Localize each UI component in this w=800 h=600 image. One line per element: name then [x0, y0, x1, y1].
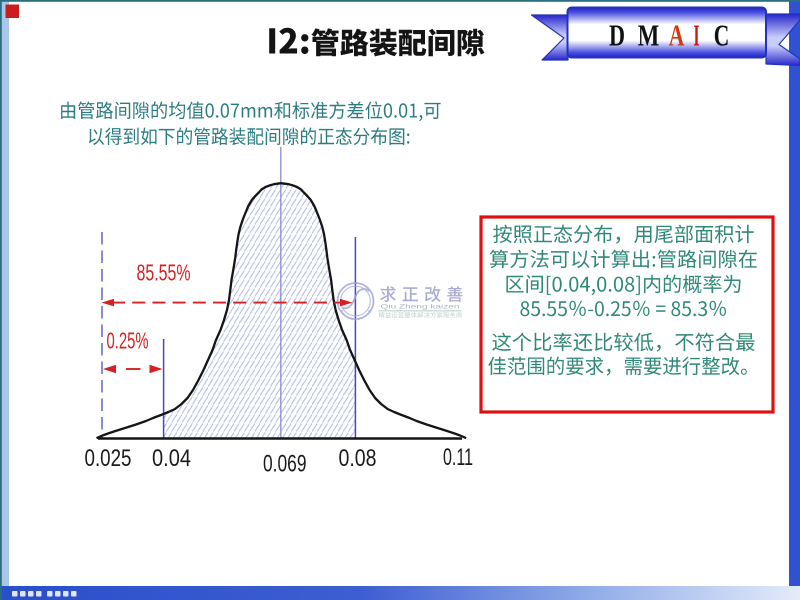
svg-text:I: I	[694, 19, 700, 53]
svg-text:M: M	[638, 19, 660, 53]
svg-text:0.11: 0.11	[443, 444, 473, 471]
svg-text:C: C	[714, 19, 730, 53]
svg-text:85.55%: 85.55%	[137, 260, 191, 286]
svg-text:A: A	[669, 19, 685, 53]
svg-text:0.25%: 0.25%	[107, 328, 149, 354]
svg-text:Qiu Zheng kaizen: Qiu Zheng kaizen	[381, 303, 460, 310]
svg-text:0.04: 0.04	[152, 445, 191, 472]
svg-text:0.08: 0.08	[339, 445, 377, 472]
svg-text:0.025: 0.025	[85, 445, 132, 472]
svg-text:D: D	[609, 19, 625, 53]
svg-text:0.069: 0.069	[263, 451, 307, 478]
